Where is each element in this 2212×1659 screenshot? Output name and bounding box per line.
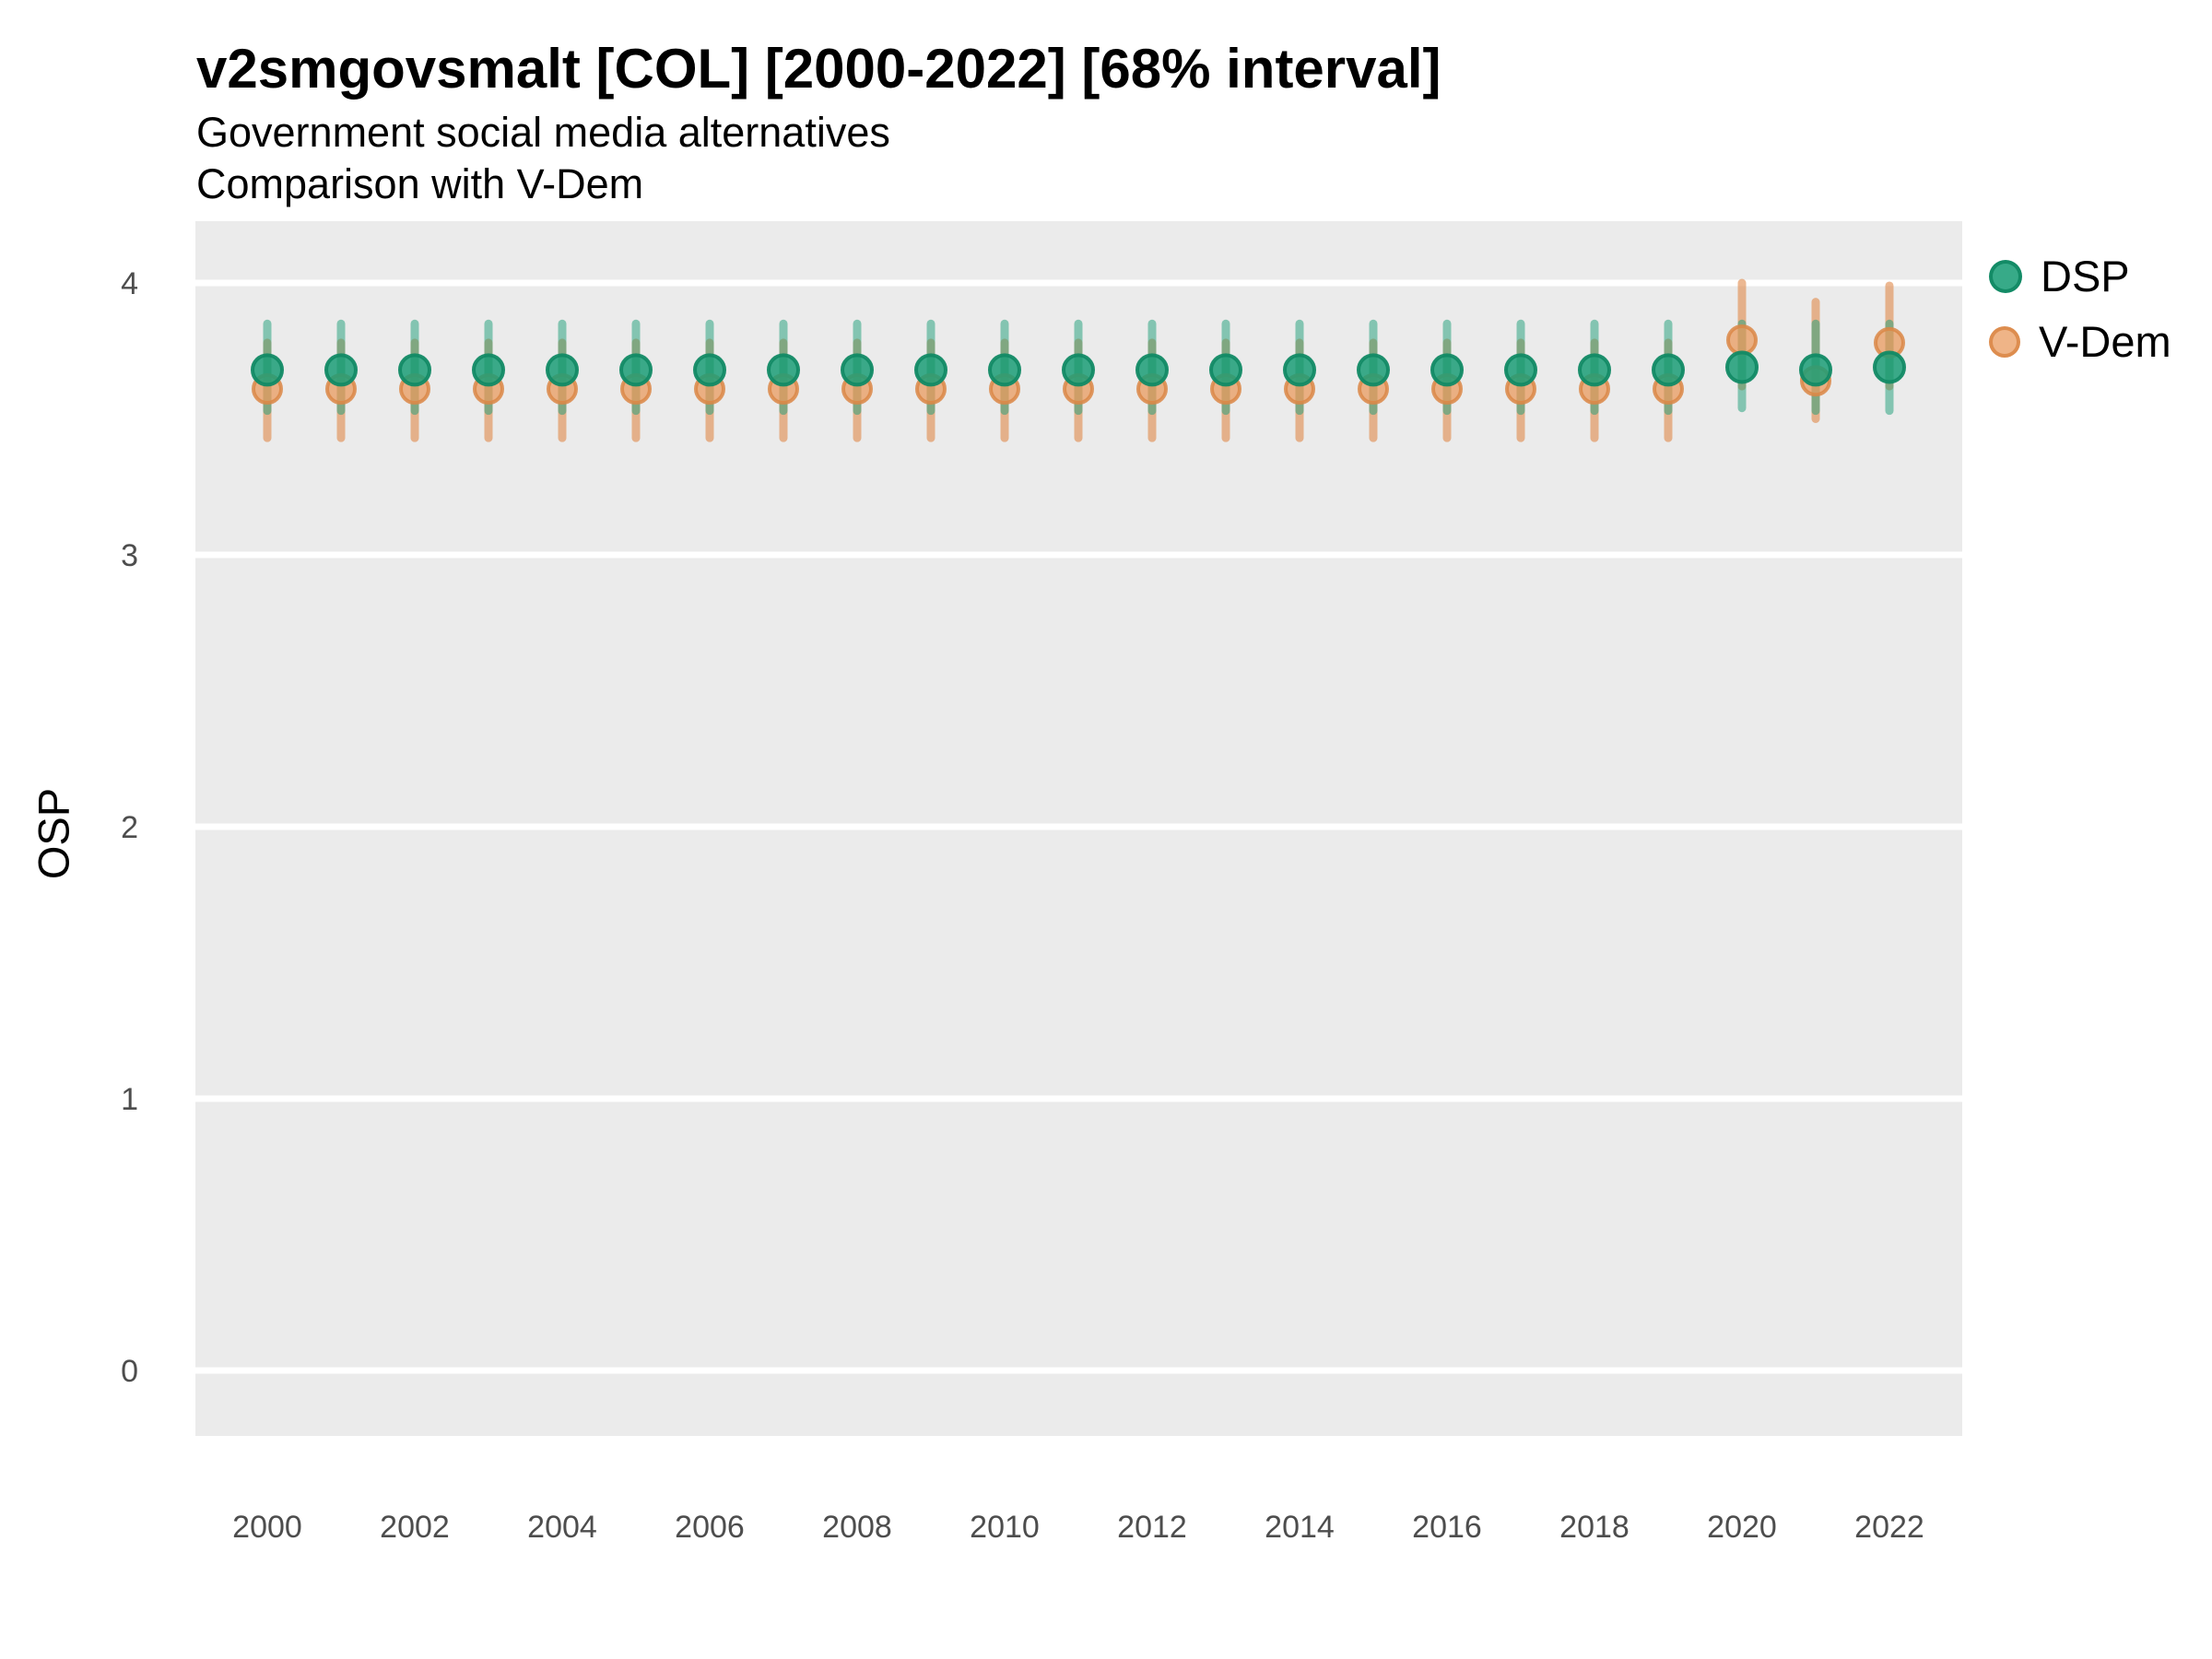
chart-subtitle-1: Government social media alternatives bbox=[196, 109, 890, 156]
y-tick-label-2: 2 bbox=[121, 810, 138, 845]
chart-title: v2smgovsmalt [COL] [2000-2022] [68% inte… bbox=[196, 38, 1441, 100]
x-tick-label-2002: 2002 bbox=[380, 1510, 450, 1545]
chart-subtitle-2: Comparison with V-Dem bbox=[196, 160, 644, 207]
dsp-point-2022 bbox=[1873, 350, 1906, 384]
x-tick-label-2018: 2018 bbox=[1559, 1510, 1630, 1545]
dsp-point-2001 bbox=[324, 353, 358, 387]
y-tick-label-3: 3 bbox=[121, 538, 138, 573]
x-tick-label-2016: 2016 bbox=[1412, 1510, 1482, 1545]
vdem-point-2020 bbox=[1726, 324, 1758, 356]
x-tick-label-2012: 2012 bbox=[1117, 1510, 1187, 1545]
dsp-point-2013 bbox=[1209, 353, 1242, 387]
dsp-point-2009 bbox=[914, 353, 947, 387]
dsp-point-2019 bbox=[1652, 353, 1685, 387]
y-tick-label-1: 1 bbox=[121, 1082, 138, 1117]
legend-item-dsp: DSP bbox=[1989, 251, 2171, 301]
legend-dot-dsp-icon bbox=[1989, 259, 2022, 293]
legend-label-dsp: DSP bbox=[2041, 252, 2130, 300]
dsp-point-2020 bbox=[1725, 350, 1759, 384]
x-tick-label-2014: 2014 bbox=[1265, 1510, 1335, 1545]
dsp-point-2004 bbox=[546, 353, 579, 387]
legend-dot-vdem-icon bbox=[1989, 325, 2020, 358]
x-tick-label-2010: 2010 bbox=[970, 1510, 1040, 1545]
dsp-point-2007 bbox=[767, 353, 800, 387]
x-tick-label-2006: 2006 bbox=[675, 1510, 745, 1545]
legend: DSP V-Dem bbox=[1989, 251, 2171, 367]
x-tick-label-2004: 2004 bbox=[527, 1510, 597, 1545]
dsp-point-2003 bbox=[472, 353, 505, 387]
dsp-point-2002 bbox=[398, 353, 431, 387]
dsp-point-2021 bbox=[1799, 353, 1832, 387]
x-tick-label-2022: 2022 bbox=[1854, 1510, 1924, 1545]
dsp-point-2016 bbox=[1430, 353, 1464, 387]
y-tick-label-4: 4 bbox=[121, 266, 138, 301]
x-tick-label-2008: 2008 bbox=[822, 1510, 892, 1545]
legend-item-vdem: V-Dem bbox=[1989, 316, 2171, 367]
dsp-point-2015 bbox=[1357, 353, 1390, 387]
dsp-point-2014 bbox=[1283, 353, 1316, 387]
x-tick-label-2020: 2020 bbox=[1707, 1510, 1777, 1545]
dsp-point-2000 bbox=[251, 353, 284, 387]
dsp-point-2010 bbox=[988, 353, 1021, 387]
y-tick-label-0: 0 bbox=[121, 1354, 138, 1389]
dsp-point-2012 bbox=[1135, 353, 1169, 387]
dsp-point-2017 bbox=[1504, 353, 1537, 387]
dsp-point-2008 bbox=[841, 353, 874, 387]
dsp-point-2018 bbox=[1578, 353, 1611, 387]
dsp-point-2006 bbox=[693, 353, 726, 387]
dsp-point-2005 bbox=[619, 353, 653, 387]
x-tick-label-2000: 2000 bbox=[232, 1510, 302, 1545]
dsp-point-2011 bbox=[1062, 353, 1095, 387]
legend-label-vdem: V-Dem bbox=[2039, 317, 2171, 366]
